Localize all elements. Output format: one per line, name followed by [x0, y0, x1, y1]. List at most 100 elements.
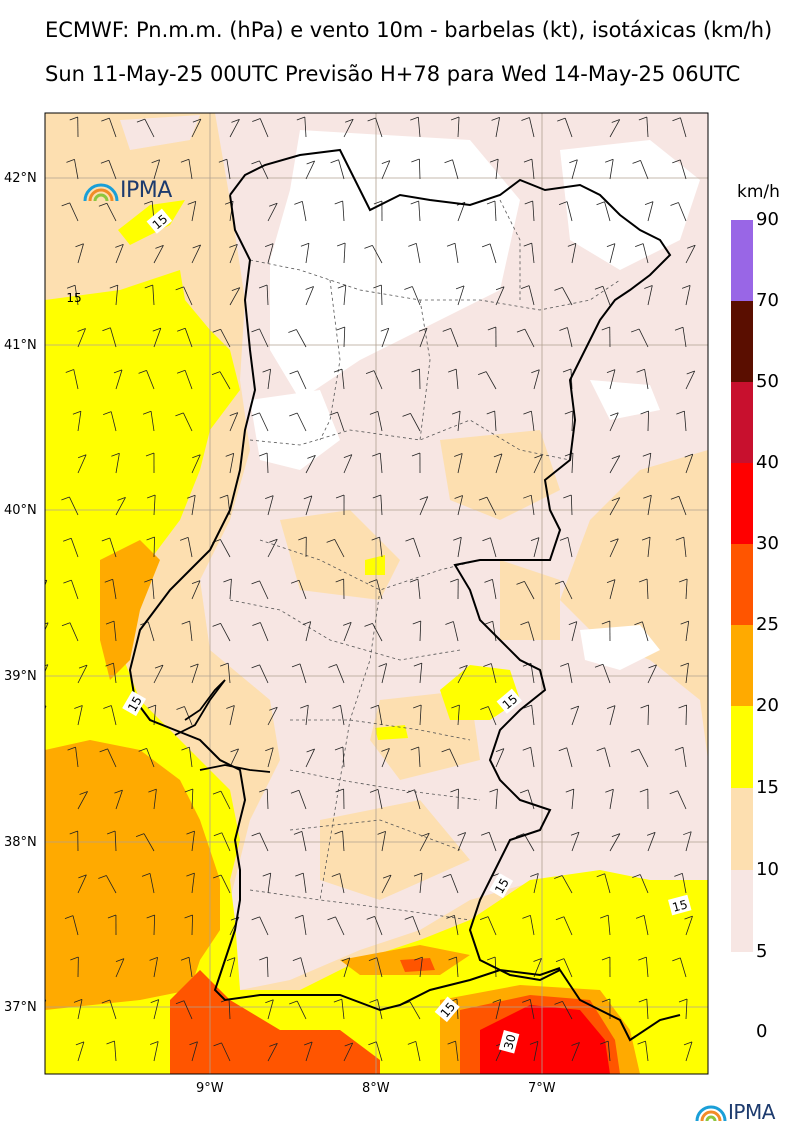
wind-barb-flag [138, 370, 147, 374]
wind-barb-flag [148, 788, 157, 793]
wind-barb [266, 453, 269, 474]
wind-barb-flag [408, 76, 416, 79]
wind-barb [296, 1000, 307, 1020]
wind-barb [150, 411, 155, 432]
wind-barb [259, 916, 269, 936]
wind-barb [454, 915, 459, 936]
wind-barb-flag [441, 748, 450, 753]
wind-barb [229, 957, 236, 978]
wind-barb-flag [259, 788, 268, 793]
wind-barb [602, 664, 611, 684]
wind-barb-flag [304, 1041, 313, 1046]
wind-barb-flag [265, 495, 274, 500]
wind-barb-flag [191, 580, 201, 585]
wind-barb [191, 75, 192, 95]
legend-swatch-30-40 [731, 463, 753, 544]
wind-barb [529, 999, 535, 1020]
wind-barb-flag [597, 76, 605, 79]
wind-barb-flag [115, 958, 125, 963]
wind-barb-flag [212, 622, 221, 627]
wind-barb-flag [648, 664, 657, 669]
wind-barb-flag [413, 872, 423, 877]
wind-barb-flag [192, 454, 201, 459]
wind-barb-flag [229, 244, 238, 248]
wind-barb [343, 957, 351, 978]
wind-barb-flag [180, 537, 189, 541]
wind-barb [411, 286, 421, 306]
wind-barb [682, 747, 687, 768]
wind-barb-flag [335, 494, 345, 499]
legend-swatch-20-25 [731, 625, 753, 706]
wind-barb [304, 117, 307, 138]
wind-barb [563, 958, 573, 978]
wind-barb [298, 580, 307, 600]
wind-barb-flag [367, 117, 376, 122]
wind-barb [418, 201, 421, 222]
wind-barb-flag [567, 243, 577, 247]
wind-barb-flag [484, 578, 493, 583]
wind-barb-flag [343, 454, 353, 458]
wind-barb-flag [189, 1041, 198, 1046]
wind-band-25-30 [400, 958, 435, 972]
wind-barb [570, 494, 573, 516]
wind-barb [685, 370, 696, 390]
wind-barb-flag [530, 873, 539, 877]
wind-barb-flag [229, 412, 238, 416]
wind-barb-flag [450, 116, 460, 121]
wind-barb [457, 537, 462, 558]
wind-barb [74, 159, 79, 180]
wind-barb-flag [672, 159, 681, 164]
wind-barb [296, 412, 307, 432]
wind-barb-flag [558, 201, 568, 205]
wind-barb [229, 244, 238, 264]
wind-barb-flag [610, 412, 619, 417]
wind-barb [267, 203, 278, 222]
wind-barb [683, 537, 687, 558]
wind-barb-flag [69, 830, 78, 835]
wind-barb-flag [146, 914, 155, 919]
wind-barb [342, 747, 345, 768]
wind-barb-flag [190, 663, 199, 668]
wind-barb-flag [634, 621, 643, 626]
wind-barb [524, 328, 535, 348]
wind-band-10-15 [320, 800, 470, 900]
wind-barb [39, 201, 40, 221]
wind-barb [379, 537, 383, 558]
wind-barb [34, 370, 40, 389]
wind-barb [189, 747, 193, 768]
wind-barb-flag [78, 874, 87, 879]
wind-barb-flag [568, 621, 577, 625]
wind-barb-flag [219, 494, 228, 499]
wind-barb-flag [678, 578, 688, 583]
wind-barb [685, 663, 689, 684]
wind-barb [305, 705, 309, 726]
wind-barb-flag [640, 704, 649, 709]
wind-barb-flag [307, 454, 316, 459]
wind-barb [604, 201, 611, 222]
wind-barb [77, 454, 87, 474]
wind-barb-flag [368, 957, 378, 962]
wind-barb [492, 579, 497, 600]
wind-barb-flag [643, 494, 652, 499]
wind-barb [571, 159, 578, 180]
wind-barb-flag [213, 874, 222, 879]
wind-barb [220, 623, 231, 642]
wind-barb [153, 159, 161, 180]
legend-label: 15 [756, 777, 779, 798]
calm-patch [250, 390, 340, 470]
wind-barb-flag [523, 494, 532, 499]
wind-barb [259, 580, 269, 600]
wind-barb [494, 411, 497, 432]
wind-barb-flag [344, 1042, 353, 1047]
contour-labels: 15 15 15 15 15 15 15 30 [66, 208, 692, 1054]
wind-barb [77, 411, 82, 432]
wind-barb-flag [212, 790, 222, 795]
wind-barb-flag [412, 620, 421, 625]
wind-barb [32, 455, 40, 473]
wind-barb [642, 621, 649, 642]
wind-barb-flag [377, 830, 386, 835]
wind-barb [381, 160, 391, 180]
wind-barb [343, 326, 346, 348]
wind-barb-flag [495, 748, 505, 753]
wind-barb [45, 622, 49, 631]
